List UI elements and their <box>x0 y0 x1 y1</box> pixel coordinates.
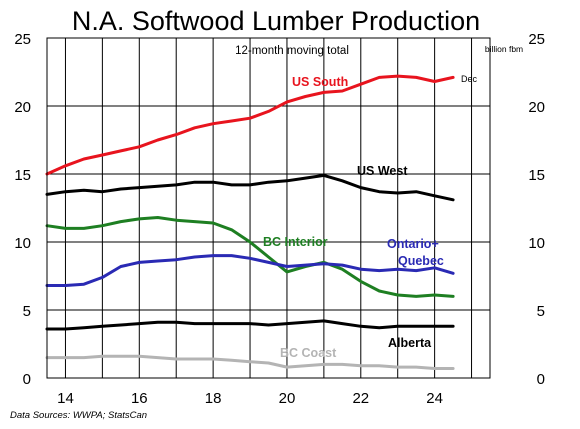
plot-frame <box>46 37 491 379</box>
series-line-alberta <box>45 319 455 331</box>
x-tick-label: 18 <box>205 390 222 407</box>
series-label-alberta: Alberta <box>388 336 432 350</box>
x-tick-label: 24 <box>426 390 443 407</box>
series-line-ontario-quebec <box>45 254 455 287</box>
x-tick-label: 14 <box>57 390 74 407</box>
y-tick-label-left: 0 <box>23 371 31 388</box>
series-line-us-south <box>45 74 455 176</box>
unit-label: billion fbm <box>485 44 523 54</box>
x-tick-label: 16 <box>131 390 148 407</box>
data-source: Data Sources: WWPA; StatsCan <box>10 410 147 421</box>
series-label-us-west: US West <box>357 164 408 178</box>
y-tick-label-left: 20 <box>14 99 31 116</box>
x-tick-label: 22 <box>352 390 369 407</box>
y-tick-label-left: 15 <box>14 167 31 184</box>
chart-subtitle: 12-month moving total <box>235 45 349 57</box>
end-label: Dec <box>461 74 478 84</box>
y-tick-label-right: 25 <box>528 31 545 48</box>
y-tick-label-left: 5 <box>23 303 31 320</box>
y-tick-label-left: 25 <box>14 31 31 48</box>
y-tick-label-right: 10 <box>528 235 545 252</box>
chart-title: N.A. Softwood Lumber Production <box>72 6 480 36</box>
series-label-us-south: US South <box>292 75 348 89</box>
y-tick-label-left: 10 <box>14 235 31 252</box>
y-tick-label-right: 15 <box>528 167 545 184</box>
y-tick-label-right: 5 <box>537 303 545 320</box>
y-tick-label-right: 20 <box>528 99 545 116</box>
series-label-bc-coast: BC Coast <box>280 346 337 360</box>
y-tick-label-right: 0 <box>537 371 545 388</box>
series-label-ontario-quebec-line1: Ontario+ <box>387 237 439 251</box>
series-line-us-west <box>45 173 455 202</box>
series-line-bc-interior <box>45 216 455 298</box>
x-tick-label: 20 <box>279 390 296 407</box>
series-line-bc-coast <box>45 354 455 370</box>
series-lines <box>45 74 455 370</box>
axes: 0 0 5 5 10 10 15 15 20 20 25 25 14 16 18 20 22 24 <box>14 31 545 407</box>
series-label-ontario-quebec-line2: Quebec <box>398 254 444 268</box>
series-label-bc-interior: BC Interior <box>263 235 328 249</box>
